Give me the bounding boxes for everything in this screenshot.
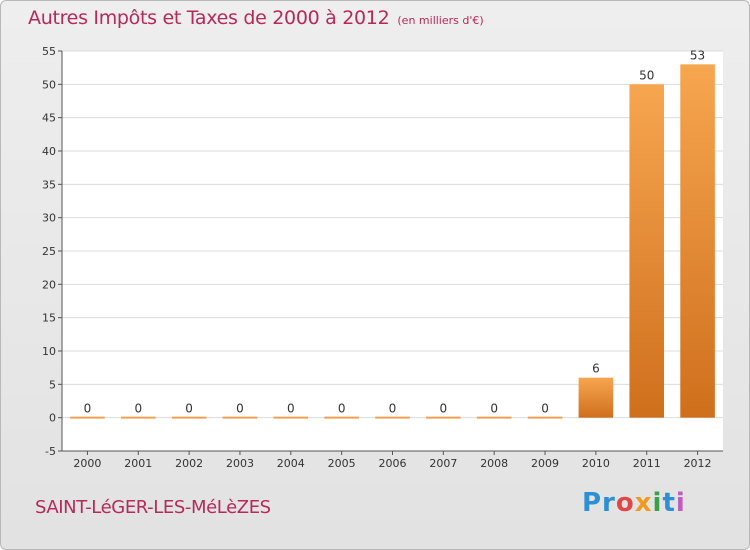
data-label: 0	[236, 402, 244, 416]
y-tick-label: 35	[42, 178, 56, 191]
x-tick-label: 2011	[633, 457, 661, 470]
x-tick-label: 2012	[684, 457, 712, 470]
x-tick-label: 2005	[328, 457, 356, 470]
data-label: 6	[592, 362, 600, 376]
y-tick-label: -5	[45, 445, 56, 458]
x-tick-label: 2003	[226, 457, 254, 470]
x-tick-label: 2007	[429, 457, 457, 470]
y-tick-label: 40	[42, 145, 56, 158]
bar	[629, 84, 665, 418]
y-tick-label: 45	[42, 112, 56, 125]
data-label: 50	[639, 68, 654, 82]
x-tick-label: 2010	[582, 457, 610, 470]
y-tick-label: 0	[49, 412, 56, 425]
proxiti-logo: Proxiti	[582, 488, 686, 518]
data-label: 0	[490, 402, 498, 416]
data-label: 0	[389, 402, 397, 416]
data-label: 0	[440, 402, 448, 416]
data-label: 0	[185, 402, 193, 416]
bar	[578, 377, 614, 418]
data-label: 0	[84, 402, 92, 416]
x-tick-label: 2004	[277, 457, 305, 470]
y-tick-label: 25	[42, 245, 56, 258]
x-tick-label: 2002	[175, 457, 203, 470]
x-tick-label: 2000	[73, 457, 101, 470]
data-label: 0	[287, 402, 295, 416]
x-tick-label: 2001	[124, 457, 152, 470]
y-tick-label: 5	[49, 378, 56, 391]
y-tick-label: 50	[42, 78, 56, 91]
chart-title-text: Autres Impôts et Taxes de 2000 à 2012	[28, 7, 390, 29]
data-label: 0	[338, 402, 346, 416]
y-tick-label: 20	[42, 278, 56, 291]
data-label: 0	[541, 402, 549, 416]
data-label: 53	[690, 48, 705, 62]
x-tick-label: 2008	[480, 457, 508, 470]
y-tick-label: 55	[42, 45, 56, 58]
commune-name: SAINT-LéGER-LES-MéLèZES	[35, 497, 271, 518]
chart-title: Autres Impôts et Taxes de 2000 à 2012 (en…	[28, 7, 484, 29]
x-tick-label: 2006	[379, 457, 407, 470]
chart-unit-note: (en milliers d'€)	[397, 14, 484, 27]
y-tick-label: 10	[42, 345, 56, 358]
x-tick-label: 2009	[531, 457, 559, 470]
y-tick-label: 30	[42, 212, 56, 225]
bar	[680, 64, 715, 418]
data-label: 0	[134, 402, 142, 416]
y-tick-label: 15	[42, 312, 56, 325]
